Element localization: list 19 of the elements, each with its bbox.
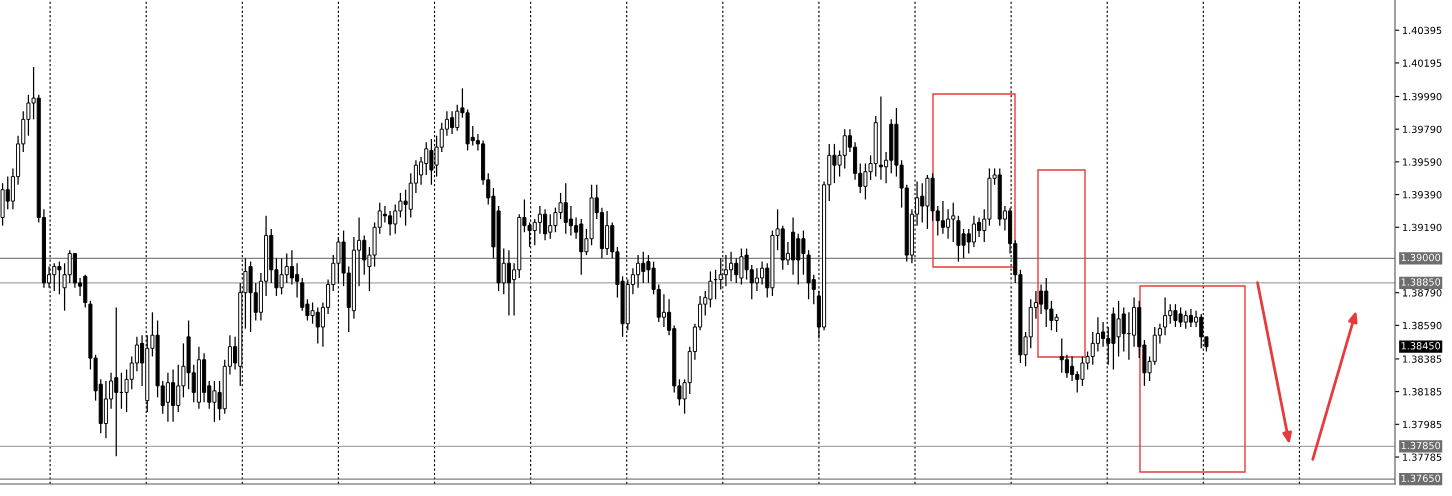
- y-tick-label: 1.38185: [1403, 388, 1442, 396]
- candlestick: [1163, 296, 1168, 336]
- ref-line-label: 1.39000: [1401, 253, 1441, 262]
- y-tick-label: 1.40195: [1403, 59, 1442, 67]
- y-tick-label: 1.39390: [1403, 191, 1442, 199]
- text: 1.38450: [1401, 342, 1441, 350]
- y-tick-label: 1.39990: [1403, 92, 1442, 101]
- y-tick-label: 1.38790: [1403, 289, 1442, 297]
- ref-line-label: 1.37850: [1401, 441, 1441, 450]
- ref-line-label: 1.37650: [1401, 474, 1441, 482]
- y-tick-label: 1.37785: [1403, 453, 1442, 461]
- y-tick-label: 1.39790: [1403, 125, 1442, 134]
- y-tick-label: 1.39590: [1403, 158, 1442, 166]
- y-tick-label: 1.39190: [1403, 223, 1442, 232]
- ref-line-label: 1.38850: [1401, 278, 1441, 286]
- y-tick-label: 1.38385: [1403, 355, 1442, 363]
- y-tick-label: 1.40395: [1403, 26, 1442, 35]
- y-tick-label: 1.37985: [1403, 420, 1442, 429]
- y-tick-label: 1.38590: [1403, 321, 1442, 330]
